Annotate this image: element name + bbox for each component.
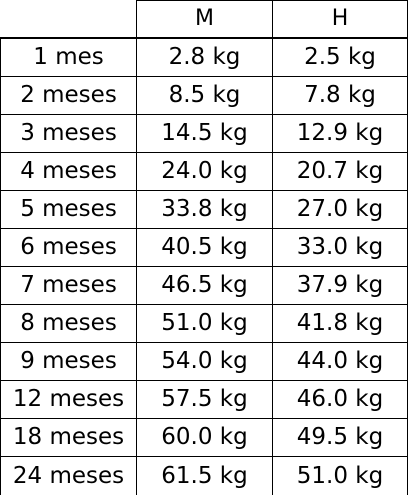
weight-h-cell: 49.5 kg [273, 419, 408, 457]
weight-h-cell: 27.0 kg [273, 191, 408, 229]
weight-h-cell: 51.0 kg [273, 457, 408, 495]
table-row: 2 meses 8.5 kg 7.8 kg [1, 77, 408, 115]
weight-h-cell: 44.0 kg [273, 343, 408, 381]
age-cell: 3 meses [1, 115, 137, 153]
table-row: 8 meses 51.0 kg 41.8 kg [1, 305, 408, 343]
table-header-row: M H [1, 1, 408, 39]
weight-h-cell: 7.8 kg [273, 77, 408, 115]
age-cell: 8 meses [1, 305, 137, 343]
table-row: 5 meses 33.8 kg 27.0 kg [1, 191, 408, 229]
age-cell: 18 meses [1, 419, 137, 457]
weight-h-cell: 20.7 kg [273, 153, 408, 191]
weight-m-cell: 46.5 kg [137, 267, 273, 305]
age-cell: 12 meses [1, 381, 137, 419]
age-cell: 2 meses [1, 77, 137, 115]
table-body: 1 mes 2.8 kg 2.5 kg 2 meses 8.5 kg 7.8 k… [1, 38, 408, 495]
table-row: 1 mes 2.8 kg 2.5 kg [1, 38, 408, 77]
weight-m-cell: 24.0 kg [137, 153, 273, 191]
table-row: 4 meses 24.0 kg 20.7 kg [1, 153, 408, 191]
table-row: 24 meses 61.5 kg 51.0 kg [1, 457, 408, 495]
weight-m-cell: 14.5 kg [137, 115, 273, 153]
weight-m-cell: 57.5 kg [137, 381, 273, 419]
corner-cell [1, 1, 137, 39]
table-row: 6 meses 40.5 kg 33.0 kg [1, 229, 408, 267]
weight-h-cell: 2.5 kg [273, 38, 408, 77]
weight-m-cell: 2.8 kg [137, 38, 273, 77]
weight-h-cell: 33.0 kg [273, 229, 408, 267]
age-cell: 6 meses [1, 229, 137, 267]
table-row: 7 meses 46.5 kg 37.9 kg [1, 267, 408, 305]
weight-m-cell: 33.8 kg [137, 191, 273, 229]
weight-m-cell: 51.0 kg [137, 305, 273, 343]
weight-h-cell: 46.0 kg [273, 381, 408, 419]
weight-m-cell: 54.0 kg [137, 343, 273, 381]
weight-m-cell: 40.5 kg [137, 229, 273, 267]
age-cell: 7 meses [1, 267, 137, 305]
weight-m-cell: 60.0 kg [137, 419, 273, 457]
age-cell: 1 mes [1, 38, 137, 77]
age-cell: 5 meses [1, 191, 137, 229]
table-row: 18 meses 60.0 kg 49.5 kg [1, 419, 408, 457]
weight-h-cell: 12.9 kg [273, 115, 408, 153]
weight-h-cell: 41.8 kg [273, 305, 408, 343]
table-row: 12 meses 57.5 kg 46.0 kg [1, 381, 408, 419]
weight-m-cell: 8.5 kg [137, 77, 273, 115]
table-row: 9 meses 54.0 kg 44.0 kg [1, 343, 408, 381]
column-header-m: M [137, 1, 273, 39]
age-cell: 9 meses [1, 343, 137, 381]
table-row: 3 meses 14.5 kg 12.9 kg [1, 115, 408, 153]
column-header-h: H [273, 1, 408, 39]
weight-m-cell: 61.5 kg [137, 457, 273, 495]
weight-h-cell: 37.9 kg [273, 267, 408, 305]
age-cell: 4 meses [1, 153, 137, 191]
age-cell: 24 meses [1, 457, 137, 495]
